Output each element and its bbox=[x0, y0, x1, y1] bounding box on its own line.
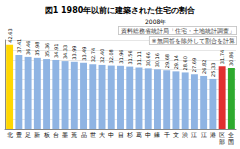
svg-text:豊: 豊 bbox=[16, 131, 22, 138]
svg-text:区: 区 bbox=[219, 131, 225, 138]
svg-text:練: 練 bbox=[153, 131, 160, 138]
svg-text:世: 世 bbox=[90, 131, 96, 138]
svg-text:全: 全 bbox=[228, 131, 234, 138]
svg-text:30.86: 30.86 bbox=[228, 52, 234, 66]
svg-text:江: 江 bbox=[201, 131, 207, 138]
svg-text:部: 部 bbox=[219, 138, 225, 145]
svg-text:31.74: 31.74 bbox=[219, 50, 225, 64]
svg-text:千: 千 bbox=[164, 131, 170, 138]
svg-text:42.63: 42.63 bbox=[7, 28, 13, 42]
svg-text:板: 板 bbox=[43, 131, 50, 138]
svg-text:新: 新 bbox=[34, 131, 40, 138]
svg-text:江: 江 bbox=[191, 131, 197, 138]
svg-text:32.40: 32.40 bbox=[99, 49, 105, 63]
svg-text:32.74: 32.74 bbox=[90, 48, 96, 62]
svg-text:26.82: 26.82 bbox=[201, 60, 207, 74]
svg-text:目: 目 bbox=[118, 131, 124, 138]
svg-text:30.16: 30.16 bbox=[154, 53, 160, 67]
svg-text:30.66: 30.66 bbox=[145, 52, 151, 66]
svg-text:※無回答を除外して割合を計算: ※無回答を除外して割合を計算 bbox=[151, 37, 234, 44]
svg-text:37.41: 37.41 bbox=[16, 39, 22, 53]
svg-text:34.91: 34.91 bbox=[53, 44, 59, 58]
svg-text:港: 港 bbox=[210, 131, 216, 138]
svg-text:中: 中 bbox=[108, 131, 114, 138]
svg-text:31.56: 31.56 bbox=[127, 50, 133, 64]
svg-text:33.49: 33.49 bbox=[81, 46, 87, 60]
svg-text:28.60: 28.60 bbox=[182, 56, 188, 70]
svg-text:29.68: 29.68 bbox=[164, 54, 170, 68]
svg-text:葛: 葛 bbox=[136, 131, 142, 138]
svg-text:33.99: 33.99 bbox=[71, 45, 77, 59]
svg-text:中: 中 bbox=[145, 131, 151, 138]
svg-text:品: 品 bbox=[81, 131, 87, 138]
svg-text:北: 北 bbox=[7, 131, 13, 138]
svg-text:32.08: 32.08 bbox=[108, 49, 114, 63]
svg-text:杉: 杉 bbox=[126, 131, 133, 138]
svg-text:35.98: 35.98 bbox=[34, 42, 40, 56]
svg-text:34.33: 34.33 bbox=[62, 45, 68, 59]
svg-text:図1 1980年以前に建築された住宅の割合: 図1 1980年以前に建築された住宅の割合 bbox=[45, 5, 197, 15]
svg-text:36.46: 36.46 bbox=[25, 41, 31, 55]
svg-text:31.11: 31.11 bbox=[136, 51, 142, 65]
svg-text:国: 国 bbox=[228, 138, 234, 145]
svg-text:35.36: 35.36 bbox=[44, 43, 50, 57]
svg-text:25.33: 25.33 bbox=[210, 63, 216, 77]
svg-text:27.69: 27.69 bbox=[191, 58, 197, 72]
svg-text:資料総務省統計局「住宅・土地統計調査」: 資料総務省統計局「住宅・土地統計調査」 bbox=[121, 27, 235, 35]
svg-text:文: 文 bbox=[173, 131, 179, 138]
svg-text:31.96: 31.96 bbox=[118, 49, 124, 63]
svg-text:大: 大 bbox=[99, 131, 105, 138]
svg-text:足: 足 bbox=[25, 131, 31, 138]
svg-text:2008年: 2008年 bbox=[145, 18, 166, 25]
svg-text:台: 台 bbox=[53, 131, 59, 138]
svg-text:29.14: 29.14 bbox=[173, 55, 179, 69]
svg-text:荒: 荒 bbox=[71, 131, 77, 138]
svg-text:墨: 墨 bbox=[62, 131, 68, 138]
svg-text:渋: 渋 bbox=[182, 131, 188, 138]
